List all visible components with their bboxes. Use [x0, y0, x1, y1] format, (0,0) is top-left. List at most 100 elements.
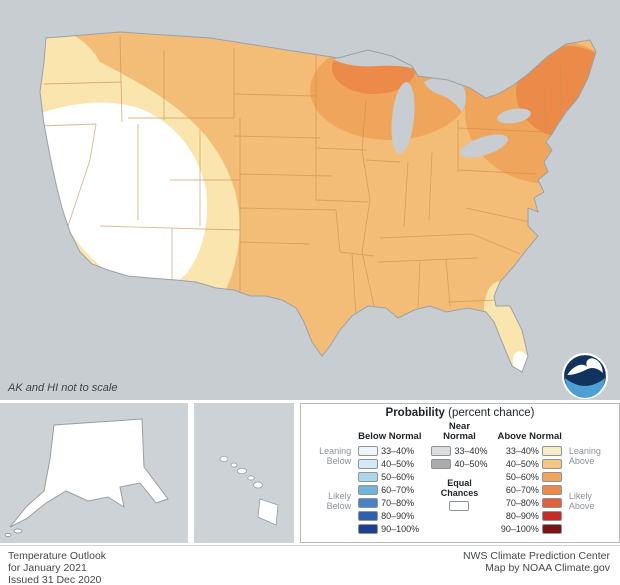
hawaii-map — [194, 403, 294, 543]
range-label: 50–60% — [505, 471, 539, 482]
legend-row: 80–90% — [358, 509, 421, 522]
conus-map-area: AK and HI not to scale — [0, 0, 620, 400]
color-swatch — [541, 484, 562, 495]
near-normal-header: Near Normal — [443, 421, 476, 442]
range-label: 80–90% — [381, 510, 415, 521]
range-label: 33–40% — [454, 445, 488, 456]
footer-credit-line1: NWS Climate Prediction Center — [462, 550, 610, 562]
legend-row: 80–90% — [497, 509, 562, 522]
alaska-map — [0, 403, 188, 543]
lake-huron — [424, 76, 466, 112]
below-normal-header: Below Normal — [358, 431, 422, 442]
range-label: 40–50% — [381, 458, 415, 469]
footer-title: Temperature Outlook for January 2021 Iss… — [8, 550, 106, 585]
big-island — [257, 498, 279, 526]
legend-row: 33–40% — [428, 444, 490, 457]
footer-title-line2: for January 2021 — [8, 562, 87, 574]
range-label: 90–100% — [381, 523, 420, 534]
legend-row: 70–80% — [358, 496, 421, 509]
likely-above-label: Likely Above — [568, 491, 595, 511]
alaska-shape — [9, 418, 169, 528]
footer-credit-line2: Map by NOAA Climate.gov — [485, 562, 610, 574]
color-swatch — [541, 497, 562, 508]
range-label: 80–90% — [505, 510, 539, 521]
equal-chances-line1: Equal — [447, 478, 472, 488]
great-lakes — [334, 46, 531, 158]
legend-title-suffix: (percent chance) — [448, 407, 535, 419]
legend-row: 90–100% — [497, 522, 562, 535]
color-swatch — [431, 445, 452, 456]
footer-issued-date: Issued 31 Dec 2020 — [8, 574, 102, 585]
range-label: 33–40% — [381, 445, 415, 456]
color-swatch — [541, 471, 562, 482]
range-label: 90–100% — [500, 523, 539, 534]
color-swatch — [358, 484, 379, 495]
footer-credit: NWS Climate Prediction Center Map by NOA… — [463, 550, 610, 574]
range-label: 70–80% — [505, 497, 539, 508]
range-label: 60–70% — [381, 484, 415, 495]
range-label: 40–50% — [454, 458, 488, 469]
legend-title-bold: Probability — [385, 407, 445, 419]
legend-right-labels: Leaning Above Likely Above — [569, 422, 613, 535]
legend-left-labels: Leaning Below Likely Below — [307, 422, 351, 535]
color-swatch — [541, 445, 562, 456]
above-normal-header: Above Normal — [497, 431, 562, 442]
color-swatch — [358, 445, 379, 456]
legend-row: 33–40% — [497, 444, 562, 457]
equal-chances-label: Equal Chances — [428, 478, 490, 498]
state-borders — [40, 35, 563, 317]
leaning-below-label: Leaning Below — [319, 445, 352, 466]
legend-row: 70–80% — [497, 496, 562, 509]
range-label: 40–50% — [505, 458, 539, 469]
color-swatch — [541, 523, 562, 534]
above-normal-column: Above Normal 33–40% 40–50% 50–60% 60 — [497, 422, 562, 535]
legend-row: 40–50% — [358, 457, 421, 470]
hawaii-islands — [219, 456, 279, 526]
legend-row: 60–70% — [358, 483, 421, 496]
lake-michigan — [391, 82, 415, 154]
conus-map — [39, 31, 597, 373]
equal-chances-region-west — [40, 102, 207, 289]
range-label: 33–40% — [505, 445, 539, 456]
color-swatch — [358, 471, 379, 482]
color-swatch — [358, 510, 379, 521]
legend-row: 60–70% — [497, 483, 562, 496]
probability-legend: Probability (percent chance) Leaning Bel… — [300, 403, 620, 543]
range-label: 70–80% — [381, 497, 415, 508]
scale-note: AK and HI not to scale — [8, 382, 118, 394]
lake-erie — [460, 134, 508, 158]
lake-ontario — [497, 108, 531, 124]
color-swatch — [541, 458, 562, 469]
footer-title-line1: Temperature Outlook — [8, 550, 107, 562]
likely-below-label: Likely Below — [326, 491, 352, 511]
legend-row: 90–100% — [358, 522, 421, 535]
color-swatch — [358, 497, 379, 508]
legend-row: 50–60% — [358, 470, 421, 483]
color-swatch — [358, 523, 379, 534]
legend-row: 50–60% — [497, 470, 562, 483]
below-normal-column: Below Normal 33–40% 40–50% 50–60% — [358, 422, 421, 535]
range-label: 60–70% — [505, 484, 539, 495]
equal-chances-swatch-wrap — [428, 501, 490, 511]
legend-row: 40–50% — [428, 457, 490, 470]
legend-title: Probability (percent chance) — [307, 407, 613, 419]
color-swatch — [358, 458, 379, 469]
range-label: 50–60% — [381, 471, 415, 482]
equal-chances-swatch — [449, 501, 470, 511]
legend-row: 40–50% — [497, 457, 562, 470]
aleutian-island — [13, 528, 23, 534]
color-swatch — [431, 458, 452, 469]
aleutian-island — [4, 532, 12, 538]
equal-chances-line2: Chances — [440, 488, 479, 498]
leaning-above-label: Leaning Above — [568, 445, 601, 466]
bottom-panels: Probability (percent chance) Leaning Bel… — [0, 400, 620, 545]
alaska-inset — [0, 403, 188, 543]
hawaii-inset — [194, 403, 294, 543]
near-normal-column: Near Normal 33–40% 40–50% Equal Chances — [428, 422, 490, 535]
color-swatch — [541, 510, 562, 521]
legend-body: Leaning Below Likely Below Below Normal … — [307, 422, 613, 535]
noaa-logo-icon — [562, 353, 608, 399]
footer: Temperature Outlook for January 2021 Iss… — [0, 545, 620, 585]
legend-row: 33–40% — [358, 444, 421, 457]
